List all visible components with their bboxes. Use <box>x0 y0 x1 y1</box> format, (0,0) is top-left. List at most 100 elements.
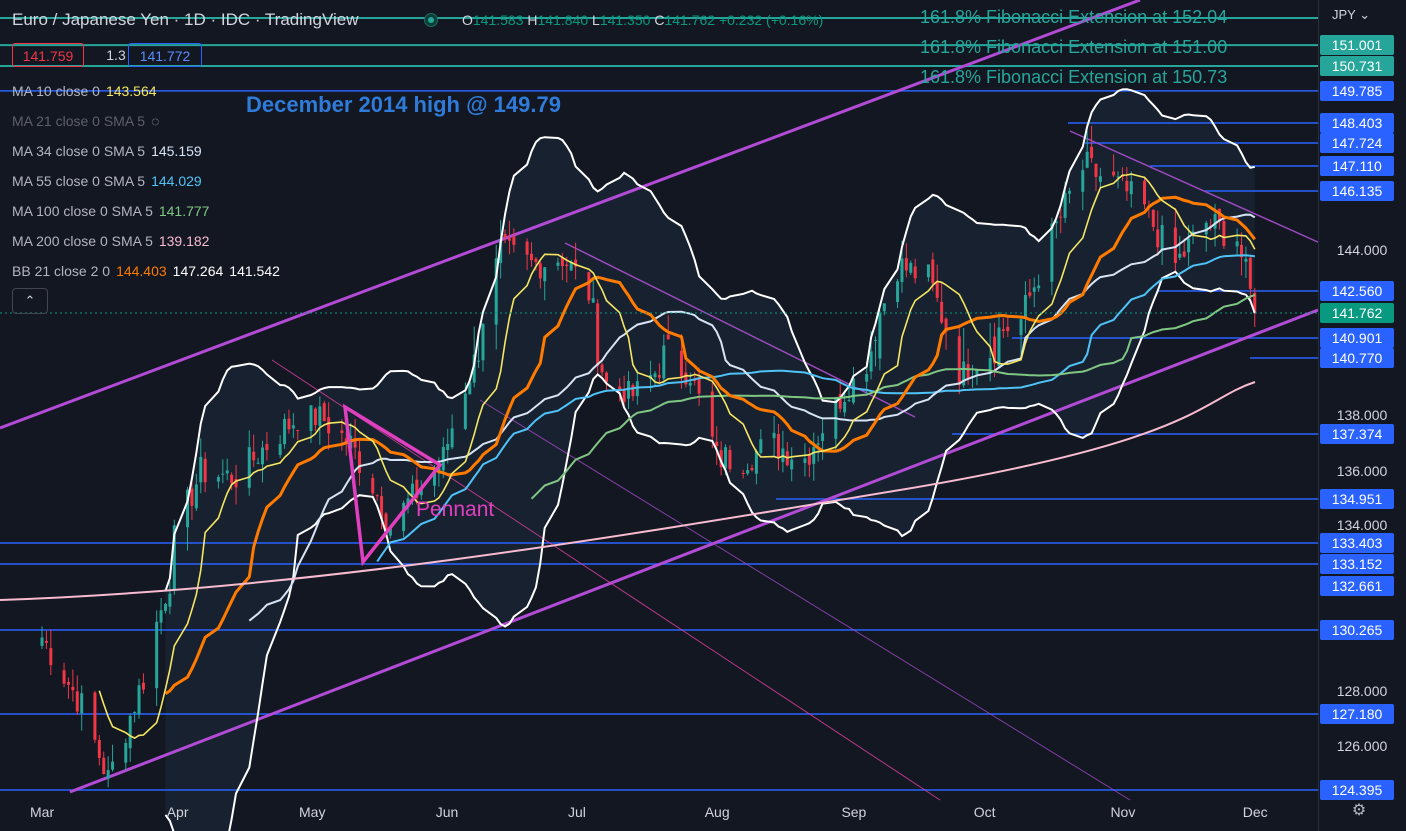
candle-body <box>1125 180 1129 192</box>
candle-body <box>741 472 745 474</box>
candle-body <box>1023 294 1027 318</box>
candle-body <box>935 281 939 298</box>
collapse-legend-button[interactable]: ⌃ <box>12 288 48 314</box>
price-label: 133.152 <box>1320 554 1394 574</box>
indicator-value: 144.403 <box>116 263 167 279</box>
time-tick: Dec <box>1242 804 1268 820</box>
candle-body <box>1019 319 1023 336</box>
candle-body <box>618 386 622 392</box>
indicator-value: 145.159 <box>151 143 202 159</box>
indicator-value: 144.029 <box>151 173 202 189</box>
candle-body <box>283 418 287 445</box>
candle-body <box>313 408 317 426</box>
candle-body <box>843 401 847 413</box>
candle-body <box>1213 214 1217 229</box>
candle-body <box>631 385 635 397</box>
candle-body <box>1191 231 1195 234</box>
price-label: 148.403 <box>1320 113 1394 133</box>
candle-body <box>1068 190 1072 194</box>
candle-body <box>137 685 141 715</box>
candle-body <box>530 253 534 261</box>
sell-button[interactable]: 141.759 <box>12 43 84 67</box>
candle-body <box>688 382 692 386</box>
candle-body <box>481 323 485 361</box>
price-label: 132.661 <box>1320 576 1394 596</box>
candle-body <box>1240 244 1244 258</box>
candle-body <box>172 525 176 591</box>
candle-body <box>265 444 269 450</box>
candle-body <box>790 459 794 470</box>
candle-body <box>988 358 992 372</box>
candle-body <box>821 433 825 441</box>
candle-body <box>882 303 886 312</box>
price-label: 134.951 <box>1320 489 1394 509</box>
candle-body <box>468 382 472 395</box>
indicator-label: MA 200 close 0 SMA 5 <box>12 233 153 249</box>
candle-body <box>1081 170 1085 192</box>
candle-body <box>1173 227 1177 264</box>
price-label: 124.395 <box>1320 780 1394 800</box>
indicator-label: MA 55 close 0 SMA 5 <box>12 173 146 189</box>
time-tick: Apr <box>166 804 189 820</box>
candle-body <box>754 451 758 474</box>
price-label: 140.770 <box>1320 348 1394 368</box>
indicator-3[interactable]: MA 55 close 0 SMA 5 144.029 <box>12 173 202 189</box>
candle-body <box>499 238 503 263</box>
candle-body <box>1098 176 1102 182</box>
candle-body <box>1059 216 1063 218</box>
candle-body <box>44 640 48 643</box>
time-tick: Oct <box>973 804 996 820</box>
candle-body <box>230 474 234 484</box>
candle-body <box>719 450 723 468</box>
candle-body <box>1032 287 1036 292</box>
indicator-1[interactable]: MA 21 close 0 SMA 5 ◌ <box>12 113 159 129</box>
currency-selector[interactable]: JPY ⌄ <box>1332 7 1371 22</box>
candle-body <box>962 361 966 386</box>
candle-body <box>759 439 763 453</box>
candle-body <box>97 739 101 758</box>
buy-button[interactable]: 141.772 <box>128 43 202 67</box>
chart-title: Euro / Japanese Yen · 1D · IDC · Trading… <box>12 10 359 29</box>
indicator-6[interactable]: BB 21 close 2 0 144.403 147.264 141.542 <box>12 263 280 279</box>
market-status-icon[interactable] <box>424 13 438 27</box>
open-value: 141.583 <box>472 12 524 28</box>
candle-body <box>512 236 516 245</box>
candle-body <box>318 406 322 426</box>
candle-body <box>684 372 688 385</box>
candle-body <box>494 258 498 325</box>
indicator-0[interactable]: MA 10 close 0 143.564 <box>12 83 157 99</box>
price-label: 146.135 <box>1320 181 1394 201</box>
indicator-value: 141.542 <box>229 263 280 279</box>
indicator-2[interactable]: MA 34 close 0 SMA 5 145.159 <box>12 143 202 159</box>
candle-body <box>463 393 467 429</box>
price-tick: 134.000 <box>1336 517 1388 533</box>
gear-icon[interactable]: ⚙ <box>1351 802 1367 819</box>
indicator-4[interactable]: MA 100 close 0 SMA 5 141.777 <box>12 203 209 219</box>
price-label: 137.374 <box>1320 424 1394 444</box>
candle-body <box>1178 253 1182 258</box>
candle-body <box>124 743 128 763</box>
indicator-value: 141.777 <box>158 203 210 219</box>
candle-body <box>931 259 935 284</box>
fibo-label-3: 161.8% Fibonacci Extension at 150.73 <box>920 67 1228 87</box>
candle-body <box>340 430 344 433</box>
indicator-5[interactable]: MA 200 close 0 SMA 5 139.182 <box>12 233 209 249</box>
change-value: +0.232 (+0.16%) <box>718 12 824 28</box>
candle-body <box>216 477 220 482</box>
candle-body <box>71 686 75 691</box>
candle-body <box>287 418 291 430</box>
candle-body <box>966 364 970 379</box>
price-label: 130.265 <box>1320 620 1394 640</box>
candle-body <box>538 263 542 279</box>
price-label: 141.762 <box>1320 303 1394 323</box>
pennant-triangle <box>342 403 443 567</box>
indicator-label: MA 10 close 0 <box>12 83 100 99</box>
candle-body <box>816 443 820 445</box>
candle-body <box>375 495 379 497</box>
lower-channel-line <box>69 308 1319 794</box>
eye-off-icon[interactable]: ◌ <box>151 113 160 129</box>
candle-body <box>384 513 388 531</box>
candle-body <box>873 339 877 341</box>
